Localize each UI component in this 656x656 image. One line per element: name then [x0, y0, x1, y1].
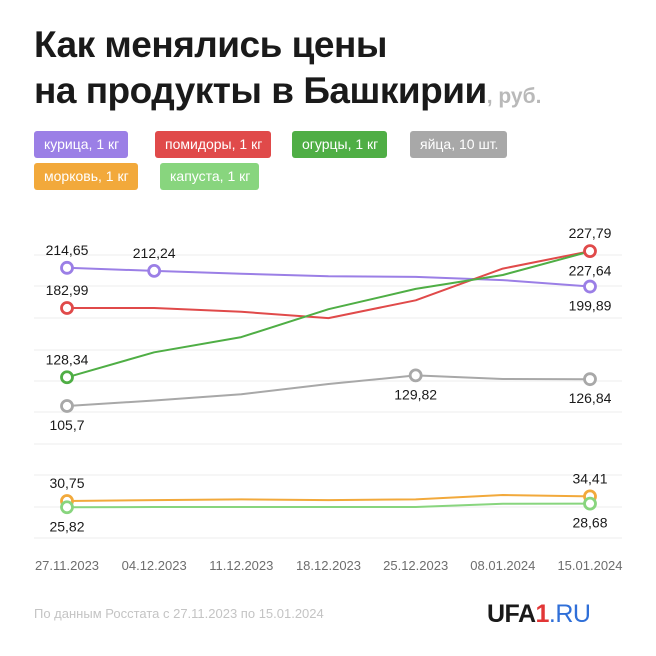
legend-item-cabbage: капуста, 1 кг: [160, 163, 260, 190]
legend-label: яйца, 10 шт.: [420, 136, 499, 152]
data-label-1-0: 182,99: [46, 282, 89, 298]
data-label-4-6: 34,41: [572, 470, 607, 486]
legend-label: курица, 1 кг: [44, 136, 120, 152]
legend-label: огурцы, 1 кг: [302, 136, 379, 152]
data-label-2-0: 128,34: [46, 351, 89, 367]
title-line-1: Как менялись цены: [34, 24, 387, 65]
x-tick-label-1: 04.12.2023: [122, 558, 187, 573]
x-tick-label-4: 25.12.2023: [383, 558, 448, 573]
data-label-5-6: 28,68: [572, 515, 607, 531]
title-line-2-text: на продукты в Башкирии: [34, 70, 487, 111]
data-label-5-0: 25,82: [49, 518, 84, 534]
page-title: Как менялись цены на продукты в Башкирии…: [34, 22, 634, 120]
data-label-2-6: 227,64: [569, 262, 612, 278]
x-tick-label-2: 11.12.2023: [209, 558, 273, 573]
marker-1-6: [583, 244, 597, 259]
legend-item-carrots: морковь, 1 кг: [34, 163, 138, 190]
legend-item-cucumbers: огурцы, 1 кг: [292, 131, 388, 158]
marker-1-0: [60, 301, 74, 315]
marker-5-6: [583, 496, 597, 511]
chart-labels: 214,65 212,24 199,89 182,99 227,79 128,34 227,…: [46, 225, 612, 534]
data-label-0-6: 199,89: [569, 298, 612, 314]
series-line-4: [66, 494, 591, 502]
series-line-2: [66, 250, 591, 379]
x-axis: 27.11.2023 04.12.2023 11.12.2023 18.12.2023…: [35, 558, 623, 573]
data-label-0-1: 212,24: [133, 245, 176, 261]
ufa1-logo: UFA1.RU: [487, 600, 591, 629]
legend-item-eggs: яйца, 10 шт.: [410, 131, 508, 158]
data-label-3-4: 129,82: [394, 386, 437, 402]
x-tick-label-3: 18.12.2023: [296, 558, 361, 573]
title-unit: , руб.: [486, 85, 542, 108]
x-tick-label-6: 15.01.2024: [557, 558, 622, 573]
marker-5-0: [60, 500, 74, 515]
x-tick-label-0: 27.11.2023: [35, 558, 99, 573]
marker-0-1: [147, 263, 162, 278]
series-line-5: [66, 502, 591, 509]
series-line-1: [67, 250, 591, 320]
data-label-1-6: 227,79: [569, 225, 612, 241]
marker-0-6: [583, 279, 597, 294]
data-label-3-0: 105,7: [49, 417, 84, 433]
marker-3-0: [60, 399, 74, 413]
title-line-2: на продукты в Башкирии, руб.: [34, 68, 634, 120]
series-line-3: [66, 374, 591, 407]
series-line-0: [66, 266, 591, 288]
logo-ru: .RU: [548, 600, 591, 628]
legend-item-chicken: курица, 1 кг: [34, 131, 129, 158]
marker-2-0: [60, 370, 74, 385]
chart-lines: [66, 250, 591, 509]
logo-one: 1: [535, 600, 550, 628]
chart-grid: [34, 254, 622, 539]
legend-label: морковь, 1 кг: [44, 168, 129, 184]
marker-3-6: [583, 372, 597, 387]
marker-3-4: [408, 368, 423, 383]
legend-item-tomatoes: помидоры, 1 кг: [155, 131, 272, 158]
source-note: По данным Росстата с 27.11.2023 по 15.01…: [34, 606, 324, 621]
data-label-0-0: 214,65: [46, 242, 89, 258]
chart-markers: [60, 244, 597, 515]
logo-main: UFA: [487, 600, 536, 628]
x-tick-label-5: 08.01.2024: [470, 558, 535, 573]
legend-label: капуста, 1 кг: [170, 168, 251, 184]
data-label-3-6: 126,84: [569, 390, 612, 406]
marker-0-0: [60, 260, 74, 275]
data-label-4-0: 30,75: [49, 475, 84, 491]
legend-label: помидоры, 1 кг: [165, 136, 263, 152]
